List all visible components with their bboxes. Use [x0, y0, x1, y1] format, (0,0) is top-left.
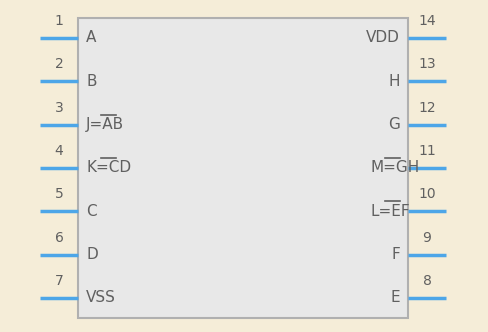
Text: 12: 12 — [418, 101, 436, 115]
Text: 1: 1 — [55, 14, 63, 28]
Text: VSS: VSS — [86, 290, 116, 305]
Text: K=CD: K=CD — [86, 160, 131, 176]
Text: 2: 2 — [55, 57, 63, 71]
Text: F: F — [391, 247, 400, 262]
Bar — [78, 18, 408, 318]
Text: 7: 7 — [55, 274, 63, 288]
Text: G: G — [388, 117, 400, 132]
Text: J=AB: J=AB — [86, 117, 124, 132]
Text: A: A — [86, 31, 96, 45]
Text: L=EF: L=EF — [370, 204, 409, 219]
Text: D: D — [86, 247, 98, 262]
Text: 4: 4 — [55, 144, 63, 158]
Text: 6: 6 — [55, 231, 63, 245]
Text: 11: 11 — [418, 144, 436, 158]
Text: B: B — [86, 74, 97, 89]
Text: 8: 8 — [423, 274, 431, 288]
Text: 3: 3 — [55, 101, 63, 115]
Text: E: E — [390, 290, 400, 305]
Text: H: H — [388, 74, 400, 89]
Text: VDD: VDD — [366, 31, 400, 45]
Text: 10: 10 — [418, 187, 436, 201]
Text: 5: 5 — [55, 187, 63, 201]
Text: 14: 14 — [418, 14, 436, 28]
Text: M=GH: M=GH — [370, 160, 419, 176]
Text: C: C — [86, 204, 97, 219]
Text: 13: 13 — [418, 57, 436, 71]
Text: 9: 9 — [423, 231, 431, 245]
